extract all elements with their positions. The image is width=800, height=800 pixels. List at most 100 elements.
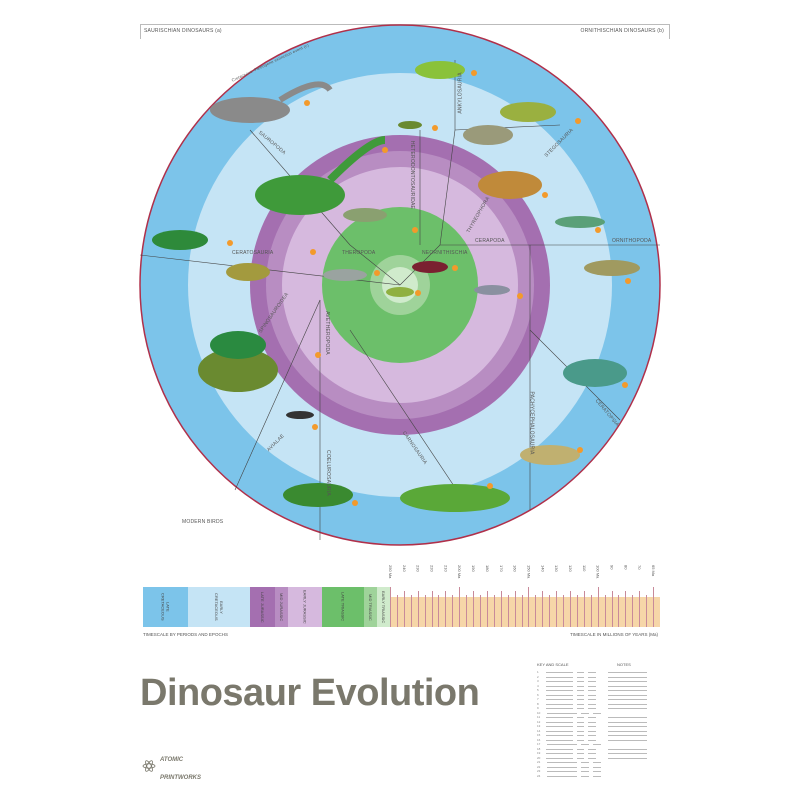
tick-mark: [445, 591, 447, 627]
atom-icon: [142, 760, 156, 772]
period-label: LATE CRETACEOUS: [160, 593, 171, 621]
dinosaur-stegosaurus: [478, 171, 542, 199]
key-row-number: 12: [537, 719, 541, 724]
period-label: EARLY CRETACEOUS: [214, 593, 224, 621]
key-row-number: 8: [537, 701, 539, 706]
million-year-ruler: 250 Ma 240 230 220 210 200 Ma 190 180 170 160 150 …: [388, 565, 660, 627]
key-heading: KEY AND SCALE: [537, 662, 569, 667]
tick-mark: [459, 587, 461, 627]
tick-mark: [556, 591, 558, 627]
tick-mark: [424, 595, 426, 627]
tick-label: 130: [554, 565, 560, 572]
tick-mark: [417, 591, 419, 627]
tick-mark: [493, 595, 495, 627]
key-row-number: 1: [537, 670, 539, 674]
dinosaur-neornithischian: [412, 261, 448, 273]
key-row: 18: [537, 746, 648, 751]
key-row: 5: [537, 688, 648, 692]
key-row: 20: [537, 756, 648, 760]
clade-label: ANKYLOSAURIA: [457, 72, 464, 114]
tick-mark: [438, 595, 440, 627]
tick-label: 140: [540, 565, 546, 572]
brand-line1: ATOMIC: [160, 757, 184, 763]
tick-mark: [521, 595, 523, 627]
key-row-number: 11: [537, 715, 541, 719]
key-row-number: 17: [537, 742, 541, 746]
period-block: EARLY CRETACEOUS: [188, 587, 250, 627]
tick-mark: [563, 595, 565, 627]
tick-label: 200 Ma: [457, 565, 463, 579]
key-row-number: 9: [537, 706, 539, 710]
tick-mark: [528, 587, 530, 627]
tick-mark: [653, 587, 655, 627]
key-row: 24: [537, 774, 647, 778]
clade-label: THEROPODA: [342, 250, 376, 256]
period-block: LATE TRIASSIC: [322, 587, 364, 627]
key-row: 23: [537, 769, 647, 773]
key-row: 9: [537, 706, 648, 710]
saurischian-label: SAURISCHIAN DINOSAURS (a): [144, 28, 222, 34]
dinosaur-pachycephalosaur: [520, 445, 580, 465]
key-row-number: 6: [537, 692, 539, 697]
dinosaur-ornithischian-small: [474, 285, 510, 295]
dinosaur-stegosaur-green: [500, 102, 556, 122]
tick-mark: [396, 595, 398, 627]
clade-label: HETERODONTOSAURIDAE: [409, 140, 416, 210]
tick-label: 170: [498, 565, 504, 572]
key-row-number: 18: [537, 746, 541, 751]
key-row: 8: [537, 701, 648, 706]
tick-mark: [632, 595, 634, 627]
tick-label: 100 Ma: [595, 565, 601, 579]
tick-mark: [514, 591, 516, 627]
key-row: 21: [537, 760, 647, 764]
key-row: 16: [537, 737, 648, 742]
timescale-right-caption: TIMESCALE IN MILLIONS OF YEARS (Ma): [570, 632, 658, 637]
period-block: LATE CRETACEOUS: [143, 587, 188, 627]
tick-mark: [611, 591, 613, 627]
page-title: Dinosaur Evolution: [140, 672, 480, 714]
tick-mark: [597, 587, 599, 627]
tick-mark: [618, 595, 620, 627]
tick-mark: [639, 591, 641, 627]
tick-label: 180: [484, 565, 490, 572]
period-block: EARLY JURASSIC: [288, 587, 322, 627]
period-block: MID TRIASSIC: [364, 587, 377, 627]
key-row-number: 21: [537, 760, 541, 764]
period-block: LATE JURASSIC: [250, 587, 275, 627]
key-row: 6: [537, 692, 648, 697]
key-row-number: 16: [537, 737, 541, 742]
tick-mark: [549, 595, 551, 627]
tick-mark: [542, 591, 544, 627]
key-row: 4: [537, 684, 648, 688]
clade-label: ORNITHOPODA: [612, 238, 652, 244]
tick-label: 240: [401, 565, 407, 572]
tick-mark: [431, 591, 433, 627]
key-row: 19: [537, 751, 648, 755]
tick-label: 90: [609, 565, 615, 570]
ornithischian-label: ORNITHISCHIAN DINOSAURS (b): [580, 28, 664, 34]
dinosaur-ceratosaur: [152, 230, 208, 250]
tick-mark: [590, 595, 592, 627]
period-label: LATE TRIASSIC: [340, 592, 346, 622]
tick-mark: [480, 595, 481, 627]
marker-dots: [227, 70, 631, 506]
tick-mark: [500, 591, 502, 627]
period-label: EARLY JURASSIC: [302, 590, 308, 624]
tick-mark: [390, 587, 391, 627]
key-row: 17: [537, 742, 647, 746]
dinosaur-ornithopod-green: [555, 216, 605, 228]
tick-mark: [466, 595, 468, 627]
key-row: 22: [537, 765, 647, 769]
tick-mark: [535, 595, 537, 627]
dinosaur-iguanodon: [584, 260, 640, 276]
dinosaur-ankylosaur: [415, 61, 465, 79]
dinosaur-brachiosaur: [255, 175, 345, 215]
dinosaur-sauropod-grey: [210, 97, 290, 123]
evolution-wheel: [139, 24, 661, 546]
key-row-number: 14: [537, 728, 541, 733]
dinosaur-tyrannosaurus: [283, 483, 353, 507]
period-label: MID JURASSIC: [279, 592, 284, 622]
key-row-number: 7: [537, 697, 539, 701]
tick-label: 80: [623, 565, 629, 570]
key-row-number: 24: [537, 773, 541, 778]
